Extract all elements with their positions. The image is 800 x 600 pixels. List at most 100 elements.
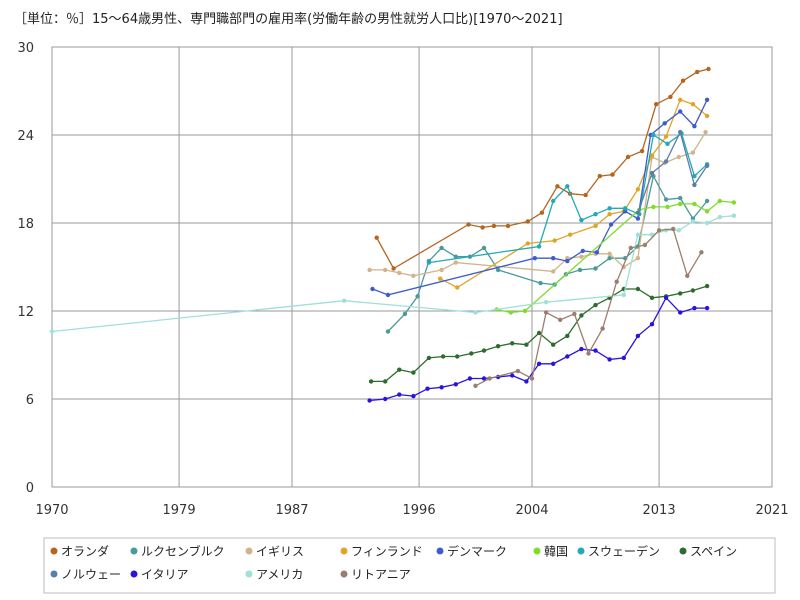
data-point bbox=[495, 344, 501, 349]
data-point bbox=[439, 267, 444, 273]
data-point bbox=[635, 256, 641, 261]
data-point bbox=[551, 342, 556, 347]
data-point bbox=[555, 184, 560, 189]
data-point bbox=[455, 354, 460, 359]
data-point bbox=[536, 330, 542, 336]
y-tick-label: 0 bbox=[26, 481, 34, 496]
data-point bbox=[385, 292, 391, 298]
data-point bbox=[678, 195, 683, 201]
data-point bbox=[621, 355, 626, 361]
legend-item: フィンランド bbox=[340, 545, 423, 559]
data-point bbox=[481, 376, 487, 381]
data-point bbox=[635, 333, 641, 339]
legend-marker bbox=[679, 547, 687, 555]
data-point bbox=[651, 204, 656, 210]
x-tick-label: 1979 bbox=[163, 503, 196, 518]
data-point bbox=[671, 226, 676, 232]
data-point bbox=[685, 273, 690, 278]
data-point bbox=[383, 267, 388, 273]
series-line bbox=[475, 228, 702, 387]
series-8 bbox=[368, 283, 710, 384]
data-point bbox=[415, 294, 420, 299]
data-point bbox=[614, 279, 619, 284]
data-point bbox=[635, 210, 641, 215]
data-point bbox=[597, 173, 602, 179]
data-point bbox=[565, 354, 570, 359]
legend-item: スペイン bbox=[679, 545, 737, 559]
legend-marker bbox=[245, 547, 253, 555]
data-point bbox=[663, 295, 669, 300]
data-point bbox=[524, 379, 529, 384]
data-point bbox=[473, 383, 478, 388]
data-point bbox=[594, 250, 600, 255]
legend-marker bbox=[130, 547, 138, 555]
series-1 bbox=[374, 66, 711, 271]
data-point bbox=[628, 245, 633, 251]
data-point bbox=[665, 204, 670, 210]
data-point bbox=[621, 292, 626, 298]
data-point bbox=[391, 266, 396, 271]
data-point bbox=[678, 109, 683, 114]
data-point bbox=[676, 228, 681, 233]
data-point bbox=[558, 317, 563, 322]
data-point bbox=[692, 305, 697, 311]
data-point bbox=[525, 219, 530, 224]
data-point bbox=[625, 154, 631, 160]
x-tick-label: 2021 bbox=[755, 503, 788, 518]
series-line bbox=[637, 130, 708, 213]
legend-marker bbox=[130, 570, 138, 578]
data-point bbox=[610, 172, 615, 177]
data-point bbox=[662, 121, 667, 126]
data-point bbox=[678, 97, 683, 103]
data-point bbox=[439, 385, 444, 390]
x-tick-label: 1987 bbox=[275, 503, 308, 518]
data-point bbox=[600, 326, 605, 331]
data-point bbox=[607, 212, 612, 217]
data-point bbox=[368, 379, 374, 384]
data-point bbox=[579, 346, 584, 352]
data-point bbox=[515, 368, 521, 374]
legend-box bbox=[43, 537, 776, 594]
legend-label: デンマーク bbox=[447, 544, 507, 559]
data-point bbox=[536, 361, 542, 366]
legend-item: イギリス bbox=[245, 545, 304, 559]
data-point bbox=[367, 398, 372, 403]
legend-label: イタリア bbox=[141, 568, 189, 582]
legend-label: フィンランド bbox=[351, 545, 423, 559]
data-point bbox=[654, 102, 659, 107]
data-point bbox=[397, 270, 402, 276]
data-point bbox=[524, 342, 529, 347]
data-point bbox=[704, 209, 710, 214]
data-point bbox=[411, 370, 416, 375]
legend-item: ルクセンブルク bbox=[130, 544, 225, 559]
data-point bbox=[383, 396, 388, 402]
data-point bbox=[656, 228, 662, 233]
data-point bbox=[510, 373, 515, 378]
data-point bbox=[536, 244, 542, 249]
x-tick-label: 2004 bbox=[515, 503, 548, 518]
data-point bbox=[678, 310, 683, 315]
data-point bbox=[579, 217, 584, 223]
chart-title: ［単位：％］15～64歳男性、専門職部門の雇用率(労働年齢の男性就労人口比)[1… bbox=[14, 11, 563, 27]
data-point bbox=[453, 260, 458, 265]
data-point bbox=[453, 382, 458, 387]
data-point bbox=[510, 341, 515, 346]
data-point bbox=[663, 134, 669, 139]
data-point bbox=[680, 78, 686, 83]
data-point bbox=[608, 222, 614, 227]
data-point bbox=[704, 198, 710, 204]
x-tick-label: 1970 bbox=[35, 503, 68, 518]
data-point bbox=[593, 266, 598, 271]
y-tick-label: 30 bbox=[17, 41, 34, 56]
series-9 bbox=[635, 129, 710, 215]
data-point bbox=[704, 305, 710, 311]
data-point bbox=[692, 124, 697, 129]
data-point bbox=[717, 198, 722, 204]
series-line bbox=[439, 98, 708, 289]
series-10 bbox=[367, 295, 710, 403]
x-tick-label: 1996 bbox=[403, 503, 436, 518]
legend-marker bbox=[340, 547, 348, 555]
series-11 bbox=[49, 213, 737, 334]
